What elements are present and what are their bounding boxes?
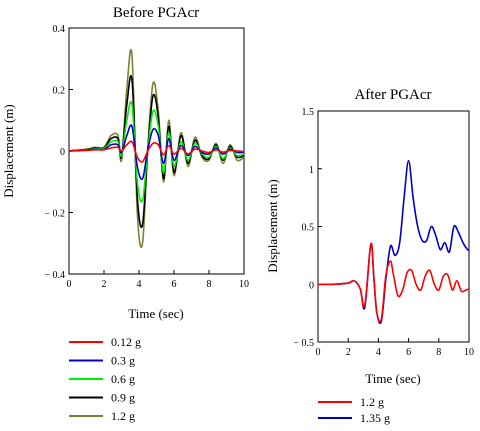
series-line-1-2-g <box>317 242 470 323</box>
x-tick-label: 4 <box>376 347 381 358</box>
legend-label: 1.35 g <box>360 411 390 425</box>
y-tick-label: 1 <box>309 165 314 176</box>
chart-title: Before PGAcr <box>113 5 199 21</box>
x-tick-label: 8 <box>207 279 212 290</box>
series-line-0-3-g <box>68 124 245 181</box>
y-tick-label: − 0.4 <box>44 270 65 281</box>
y-axis-label: Displacement (m) <box>1 104 16 198</box>
legend: 1.2 g 1.35 g <box>318 395 390 425</box>
x-tick-label: 0 <box>67 279 72 290</box>
legend-label: 1.2 g <box>360 395 384 409</box>
x-tick-label: 8 <box>436 347 441 358</box>
series-line-1-35-g <box>317 159 470 325</box>
x-tick-label: 6 <box>406 347 411 358</box>
y-tick-label: 0 <box>60 147 65 158</box>
legend-label: 1.2 g <box>111 409 135 423</box>
legend-label: 0.9 g <box>111 391 135 405</box>
legend: 0.12 g 0.3 g 0.6 g 0.9 g 1.2 g <box>69 335 141 423</box>
y-tick-label: 0.4 <box>53 24 66 35</box>
chart-title: After PGAcr <box>354 87 431 103</box>
y-tick-label: 0.2 <box>53 86 66 97</box>
plot-frame <box>317 110 470 343</box>
y-tick-label: 0.5 <box>302 223 315 234</box>
y-tick-label: − 0.2 <box>44 209 65 220</box>
x-tick-label: 0 <box>316 347 321 358</box>
x-axis-label: Time (sec) <box>365 371 421 386</box>
x-tick-label: 4 <box>137 279 142 290</box>
y-axis-label: Displacement (m) <box>265 179 280 273</box>
legend-label: 0.6 g <box>111 372 135 386</box>
y-tick-label: − 0.5 <box>293 338 314 349</box>
x-tick-label: 2 <box>346 347 351 358</box>
series-line-0-12-g <box>68 140 245 163</box>
chart-after-pgacr: After PGAcr Time (sec) Displacement (m) … <box>265 87 474 425</box>
legend-label: 0.3 g <box>111 354 135 368</box>
x-tick-label: 10 <box>464 347 474 358</box>
x-axis-label: Time (sec) <box>128 306 184 321</box>
x-tick-label: 2 <box>102 279 107 290</box>
x-tick-label: 10 <box>239 279 249 290</box>
x-tick-label: 6 <box>172 279 177 290</box>
legend-label: 0.12 g <box>111 335 141 349</box>
series-line-0-6-g <box>68 100 245 203</box>
chart-before-pgacr: Before PGAcr Time (sec) Displacement (m)… <box>1 5 249 423</box>
y-tick-label: 1.5 <box>302 107 315 118</box>
y-tick-label: 0 <box>309 280 314 291</box>
